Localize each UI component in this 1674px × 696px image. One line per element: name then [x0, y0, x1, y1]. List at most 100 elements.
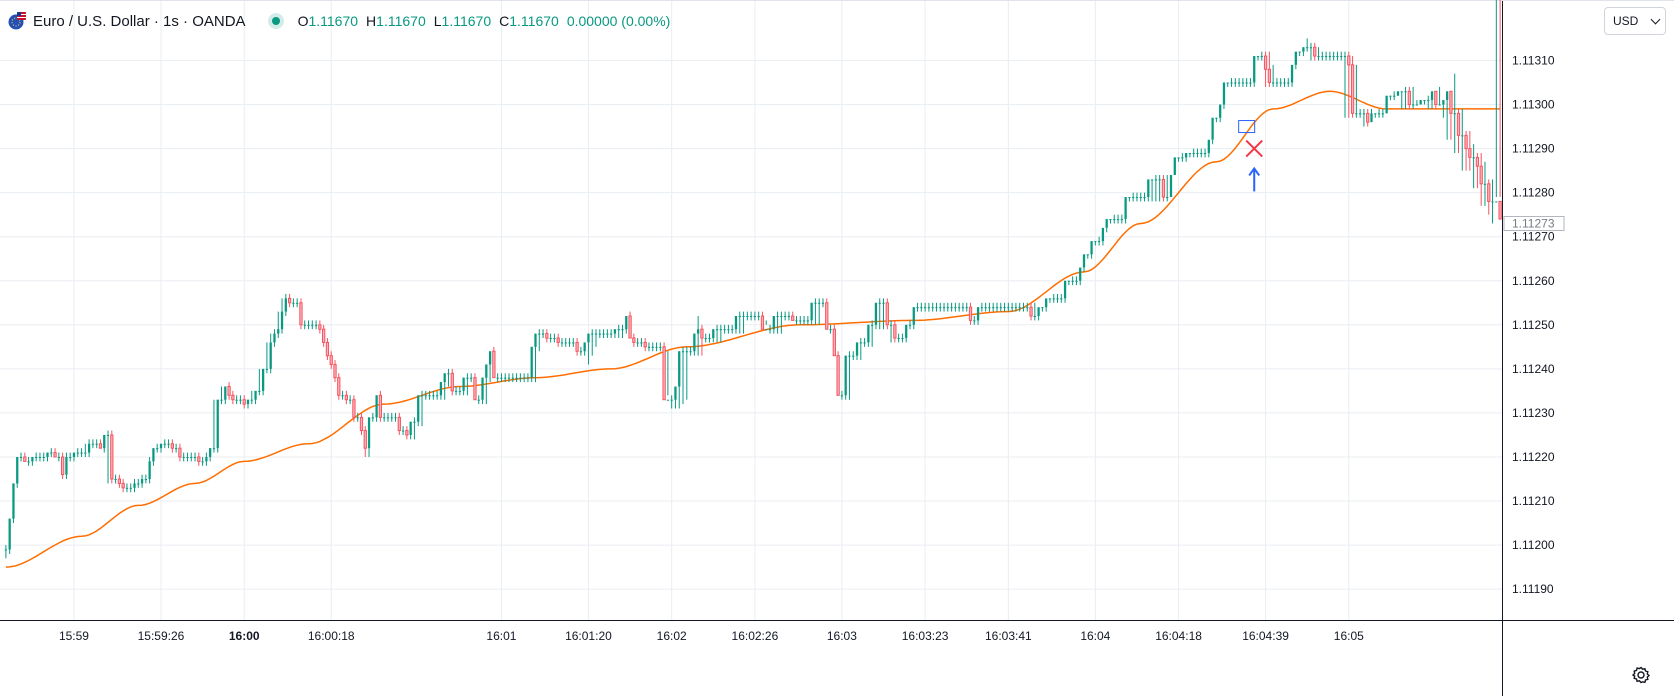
candle-body [1041, 307, 1044, 309]
candle-body [1370, 113, 1373, 123]
candle [307, 320, 310, 330]
candle-body [1105, 219, 1108, 228]
candle [1097, 236, 1101, 246]
candle-body [1407, 90, 1411, 106]
price-axis[interactable]: 1.11190 1.11200 1.11210 1.11220 1.11230 1.112… [1503, 53, 1565, 596]
candle [314, 320, 318, 330]
candle [545, 329, 549, 343]
candle [1340, 51, 1343, 61]
candle [594, 329, 598, 347]
candle-body [1184, 152, 1188, 158]
candle-body [488, 351, 492, 365]
candle-body [216, 399, 219, 449]
candle-body [246, 399, 250, 405]
candle [1400, 91, 1403, 109]
candle-body [42, 456, 45, 458]
candle-body [920, 307, 923, 309]
candle [1328, 51, 1332, 61]
candle-body [12, 483, 15, 519]
candle [258, 368, 261, 396]
candle [38, 452, 42, 462]
candle [443, 373, 446, 400]
candle-body [19, 456, 23, 458]
candle [1056, 293, 1059, 303]
candle-body [1150, 179, 1154, 181]
candle [1022, 302, 1025, 312]
candle [186, 452, 189, 462]
candle [435, 390, 439, 400]
candle-body [583, 342, 586, 352]
candle [643, 338, 647, 352]
candle-body [401, 430, 405, 432]
candle-body [598, 333, 601, 335]
candle-body [84, 452, 87, 454]
candle-body [1472, 157, 1475, 159]
candle [678, 351, 681, 409]
candle-body [201, 461, 204, 463]
candle [405, 426, 409, 440]
candle-body [950, 307, 953, 309]
candle [575, 338, 579, 356]
time-tick-label: 16:03 [827, 629, 857, 643]
candle [84, 443, 87, 457]
candle-body [299, 302, 303, 326]
candle-body [375, 395, 378, 418]
candle [1298, 51, 1301, 57]
candle [553, 333, 556, 343]
gear-icon[interactable] [1630, 664, 1652, 686]
candle-body [209, 448, 212, 457]
candle [905, 324, 908, 343]
candle-body [1389, 95, 1392, 97]
candle [110, 430, 114, 484]
candle-body [386, 417, 390, 419]
candle [1287, 78, 1290, 87]
time-tick-label: 16:00:18 [308, 629, 355, 643]
candle [137, 479, 140, 488]
candle-body [946, 307, 949, 309]
candle-body [534, 333, 537, 347]
candle [280, 298, 284, 334]
candle-body [780, 316, 783, 317]
candle-body [568, 342, 571, 344]
candle-body [367, 417, 371, 449]
candle-body [1116, 219, 1120, 221]
time-axis[interactable]: 15:59 15:59:26 16:00 16:00:18 16:01 16:01:20 1… [59, 629, 1364, 643]
candle-body [1355, 113, 1358, 115]
candle [980, 302, 983, 312]
candle [708, 333, 711, 343]
candle [367, 417, 371, 457]
candle [768, 324, 772, 334]
candle [829, 324, 832, 334]
candle-body [757, 316, 760, 317]
currency-selector[interactable]: USD [1604, 7, 1666, 35]
candle-body [852, 355, 855, 357]
candle [602, 329, 605, 339]
candle-body [190, 456, 193, 458]
candle-body [417, 395, 420, 422]
candle [1249, 78, 1252, 87]
candle-body [1147, 179, 1150, 198]
candle [526, 373, 530, 383]
candle-body [916, 307, 919, 309]
candle-body [712, 329, 715, 339]
candle-body [1423, 100, 1426, 102]
candle-body [87, 443, 91, 453]
candle-body [333, 363, 337, 379]
candle [178, 443, 182, 462]
candle [8, 518, 11, 554]
candle [1079, 267, 1082, 286]
symbol-title[interactable]: Euro / U.S. Dollar · 1s · OANDA [33, 12, 246, 30]
candle-body [50, 452, 53, 454]
candle-body [1245, 82, 1248, 84]
candle [1321, 51, 1324, 61]
candle [1324, 51, 1328, 61]
candle [685, 346, 688, 400]
candle-body [1374, 113, 1377, 115]
candle-body [553, 338, 556, 340]
candle [378, 390, 383, 422]
market-status-icon[interactable] [267, 13, 284, 29]
candle [193, 452, 197, 462]
candle [1143, 192, 1146, 202]
candle [371, 412, 374, 422]
